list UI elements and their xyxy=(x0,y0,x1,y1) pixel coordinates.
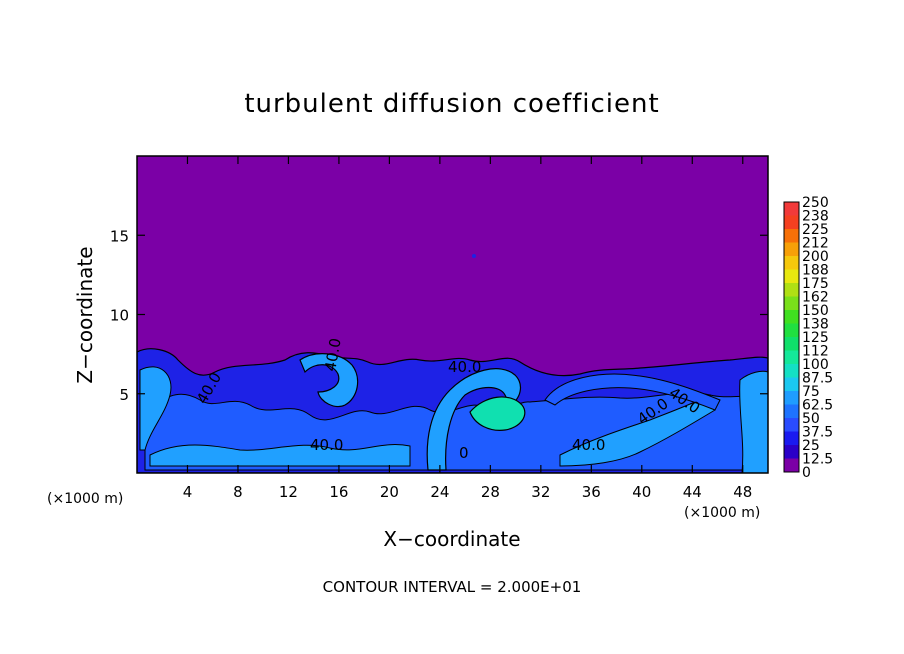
left-wave xyxy=(139,366,172,451)
x-tick-label: 32 xyxy=(531,483,550,501)
colorbar-swatch xyxy=(784,310,799,324)
contour-interval-note: CONTOUR INTERVAL = 2.000E+01 xyxy=(323,578,582,596)
colorbar-swatch xyxy=(784,431,799,445)
colorbar-label: 12.5 xyxy=(802,452,833,468)
chart-title: turbulent diffusion coefficient xyxy=(244,89,659,119)
y-tick-label: 15 xyxy=(110,227,129,245)
x-tick-label: 16 xyxy=(329,483,348,501)
turbulence-field xyxy=(137,254,768,473)
rising-plume xyxy=(426,368,522,471)
colorbar-label: 250 xyxy=(802,195,829,211)
colorbar-swatch xyxy=(784,391,799,405)
colorbar-swatch xyxy=(784,256,799,270)
colorbar-swatch xyxy=(784,445,799,459)
colorbar-swatch xyxy=(784,404,799,418)
x-tick-label: 44 xyxy=(683,483,702,501)
colorbar-label: 0 xyxy=(802,465,811,481)
colorbar-label: 162 xyxy=(802,290,829,306)
colorbar-label: 25 xyxy=(802,438,820,454)
light-blue-band-1 xyxy=(149,444,411,467)
colorbar-swatch xyxy=(784,202,799,216)
colorbar-swatch xyxy=(784,215,799,229)
contour-label: 40.0 xyxy=(448,358,481,376)
colorbar-label: 200 xyxy=(802,249,829,265)
colorbar-swatch xyxy=(784,350,799,364)
contour-label: 40.0 xyxy=(572,436,605,454)
stray-point xyxy=(472,254,476,258)
colorbar-label: 150 xyxy=(802,303,829,319)
contour-label: 40.0 xyxy=(310,436,343,454)
colorbar-label: 62.5 xyxy=(802,398,833,414)
y-axis-label: Z−coordinate xyxy=(73,246,97,383)
x-axis: 4 8 12 16 20 24 28 32 36 40 44 48 xyxy=(183,156,752,501)
colorbar-label: 87.5 xyxy=(802,371,833,387)
x-unit-label-left: (×1000 m) xyxy=(47,491,123,507)
colorbar-swatch xyxy=(784,364,799,378)
colorbar-label: 188 xyxy=(802,263,829,279)
x-tick-label: 12 xyxy=(279,483,298,501)
contour-label: 40.0 xyxy=(321,337,345,373)
x-tick-label: 4 xyxy=(183,483,193,501)
colorbar-label: 75 xyxy=(802,384,820,400)
x-tick-label: 8 xyxy=(233,483,243,501)
right-edge-strip xyxy=(739,370,768,473)
x-tick-label: 40 xyxy=(632,483,651,501)
colorbar-swatch xyxy=(784,296,799,310)
colorbar-frame xyxy=(783,201,800,473)
colorbar-label: 212 xyxy=(802,236,829,252)
colorbar-swatch xyxy=(784,242,799,256)
y-tick-label: 10 xyxy=(110,307,129,325)
x-tick-label: 48 xyxy=(733,483,752,501)
colorbar-label: 125 xyxy=(802,330,829,346)
colorbar: 012.52537.55062.57587.510011212513815016… xyxy=(783,195,833,481)
colorbar-swatch xyxy=(784,418,799,432)
colorbar-label: 100 xyxy=(802,357,829,373)
colorbar-label: 112 xyxy=(802,344,829,360)
right-arc xyxy=(544,373,721,411)
x-tick-label: 20 xyxy=(380,483,399,501)
left-vortex xyxy=(299,353,359,408)
colorbar-swatch xyxy=(784,337,799,351)
colorbar-swatch xyxy=(784,283,799,297)
colorbar-swatch xyxy=(784,458,799,472)
x-tick-label: 24 xyxy=(430,483,449,501)
colorbar-swatch xyxy=(784,229,799,243)
contour-label: 0 xyxy=(459,444,469,462)
colorbar-label: 50 xyxy=(802,411,820,427)
y-axis: 5 10 15 xyxy=(110,227,768,404)
colorbar-swatch xyxy=(784,269,799,283)
colorbar-label: 37.5 xyxy=(802,425,833,441)
colorbar-label: 138 xyxy=(802,317,829,333)
x-axis-label: X−coordinate xyxy=(383,527,520,551)
colorbar-label: 175 xyxy=(802,276,829,292)
plume-core xyxy=(469,396,526,431)
colorbar-swatch xyxy=(784,377,799,391)
colorbar-label: 225 xyxy=(802,222,829,238)
colorbar-label: 238 xyxy=(802,209,829,225)
x-tick-label: 28 xyxy=(481,483,500,501)
colorbar-swatch xyxy=(784,323,799,337)
x-unit-label-right: (×1000 m) xyxy=(684,505,760,521)
y-tick-label: 5 xyxy=(119,386,129,404)
x-tick-label: 36 xyxy=(582,483,601,501)
